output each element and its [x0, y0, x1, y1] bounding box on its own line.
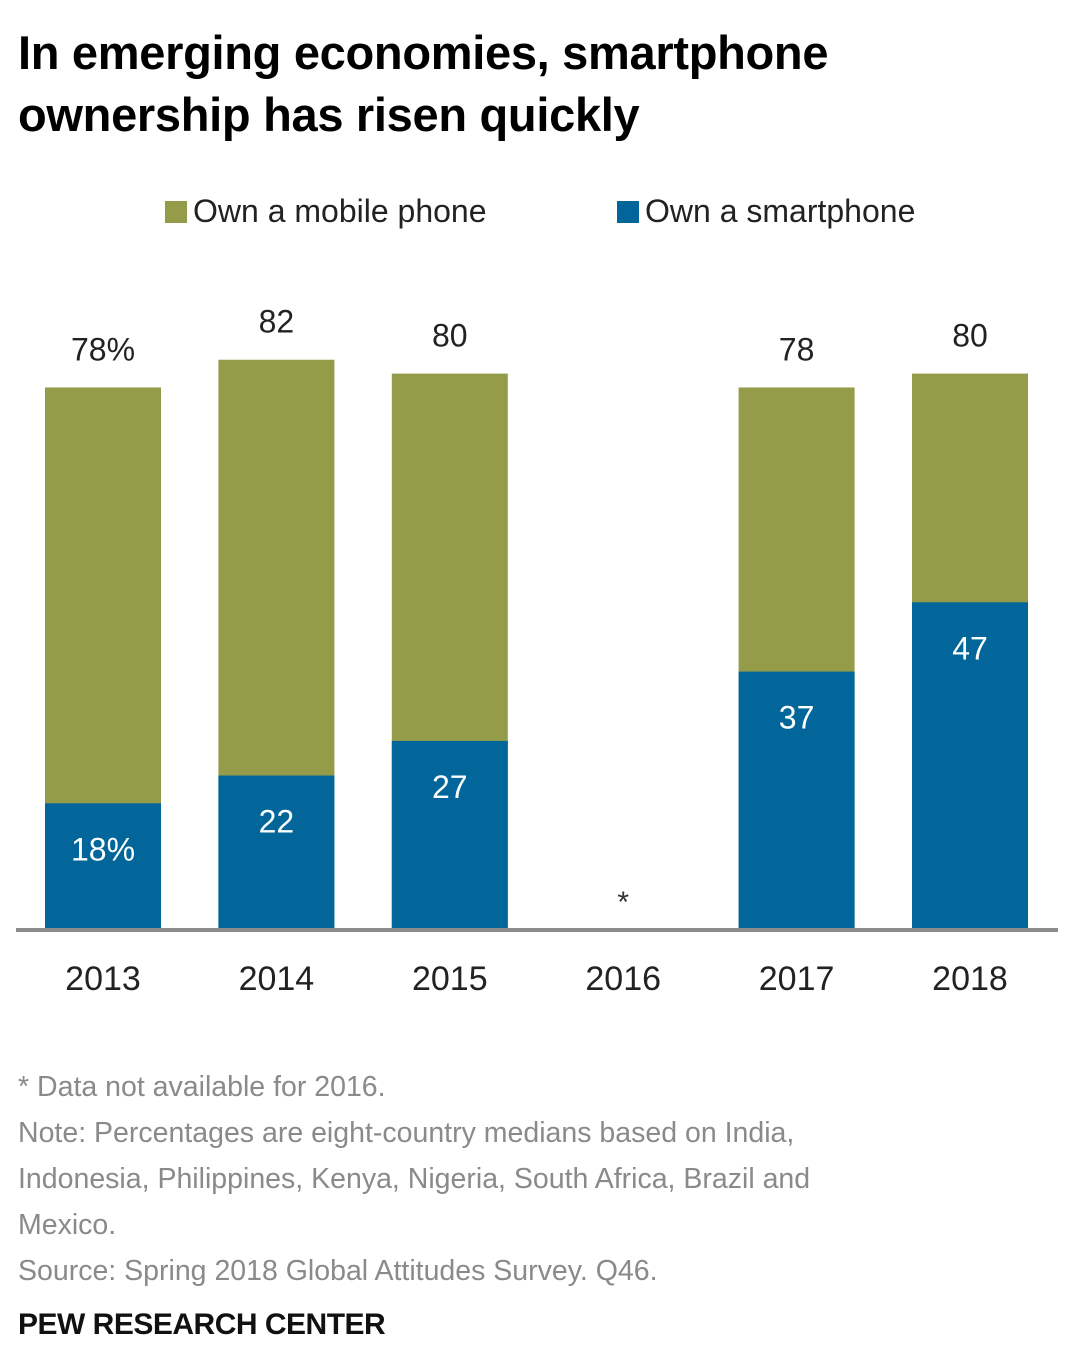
footnote-source: Source: Spring 2018 Global Attitudes Sur… — [18, 1255, 658, 1287]
chart-title: In emerging economies, smartphone owners… — [18, 22, 1078, 146]
footnote-note-line-3: Mexico. — [18, 1209, 117, 1241]
title-line-2: ownership has risen quickly — [18, 88, 640, 141]
label-smartphone-2018: 47 — [952, 630, 988, 666]
legend-item-smartphone: Own a smartphone — [617, 193, 915, 230]
brand-logo-text: PEW RESEARCH CENTER — [18, 1308, 386, 1341]
label-mobile-2018: 80 — [952, 318, 988, 354]
bar-smartphone-2014 — [218, 775, 335, 928]
label-mobile-2017: 78 — [779, 331, 815, 367]
bar-chart: 78% 18% 2013 82 22 2014 80 27 2015 2016 78 37 2017 80… — [16, 304, 1058, 998]
x-tick-label-2015: 2015 — [412, 960, 488, 998]
x-tick-label-2016: 2016 — [585, 960, 661, 998]
footnotes: * Data not available for 2016. Note: Per… — [18, 1064, 1078, 1294]
legend-label-mobile: Own a mobile phone — [193, 193, 487, 229]
legend-swatch-mobile — [165, 200, 187, 223]
x-tick-label-2018: 2018 — [932, 960, 1008, 998]
annotation-2016: * — [617, 886, 629, 919]
bar-smartphone-2017 — [738, 671, 855, 928]
label-mobile-2013: 78% — [71, 331, 135, 367]
legend-swatch-smartphone — [617, 200, 639, 223]
label-smartphone-2015: 27 — [432, 769, 468, 805]
footnote-note-line-1: Note: Percentages are eight-country medi… — [18, 1117, 795, 1149]
bar-smartphone-2013 — [45, 803, 161, 928]
title-line-1: In emerging economies, smartphone — [18, 26, 829, 79]
x-axis-baseline — [16, 928, 1058, 932]
label-mobile-2015: 80 — [432, 318, 468, 354]
x-tick-label-2014: 2014 — [239, 960, 315, 998]
label-mobile-2014: 82 — [259, 304, 295, 340]
footnote-note-line-2: Indonesia, Philippines, Kenya, Nigeria, … — [18, 1163, 811, 1195]
label-smartphone-2014: 22 — [259, 804, 295, 840]
legend: Own a mobile phone Own a smartphone — [0, 193, 1090, 233]
legend-item-mobile: Own a mobile phone — [165, 193, 487, 230]
legend-label-smartphone: Own a smartphone — [645, 193, 916, 229]
x-tick-label-2017: 2017 — [759, 960, 835, 998]
bar-smartphone-2015 — [391, 740, 508, 928]
label-smartphone-2017: 37 — [779, 700, 815, 736]
label-smartphone-2013: 18% — [71, 831, 135, 867]
bar-smartphone-2018 — [912, 602, 1028, 928]
x-tick-label-2013: 2013 — [65, 960, 141, 998]
footnote-asterisk: * Data not available for 2016. — [18, 1071, 386, 1103]
